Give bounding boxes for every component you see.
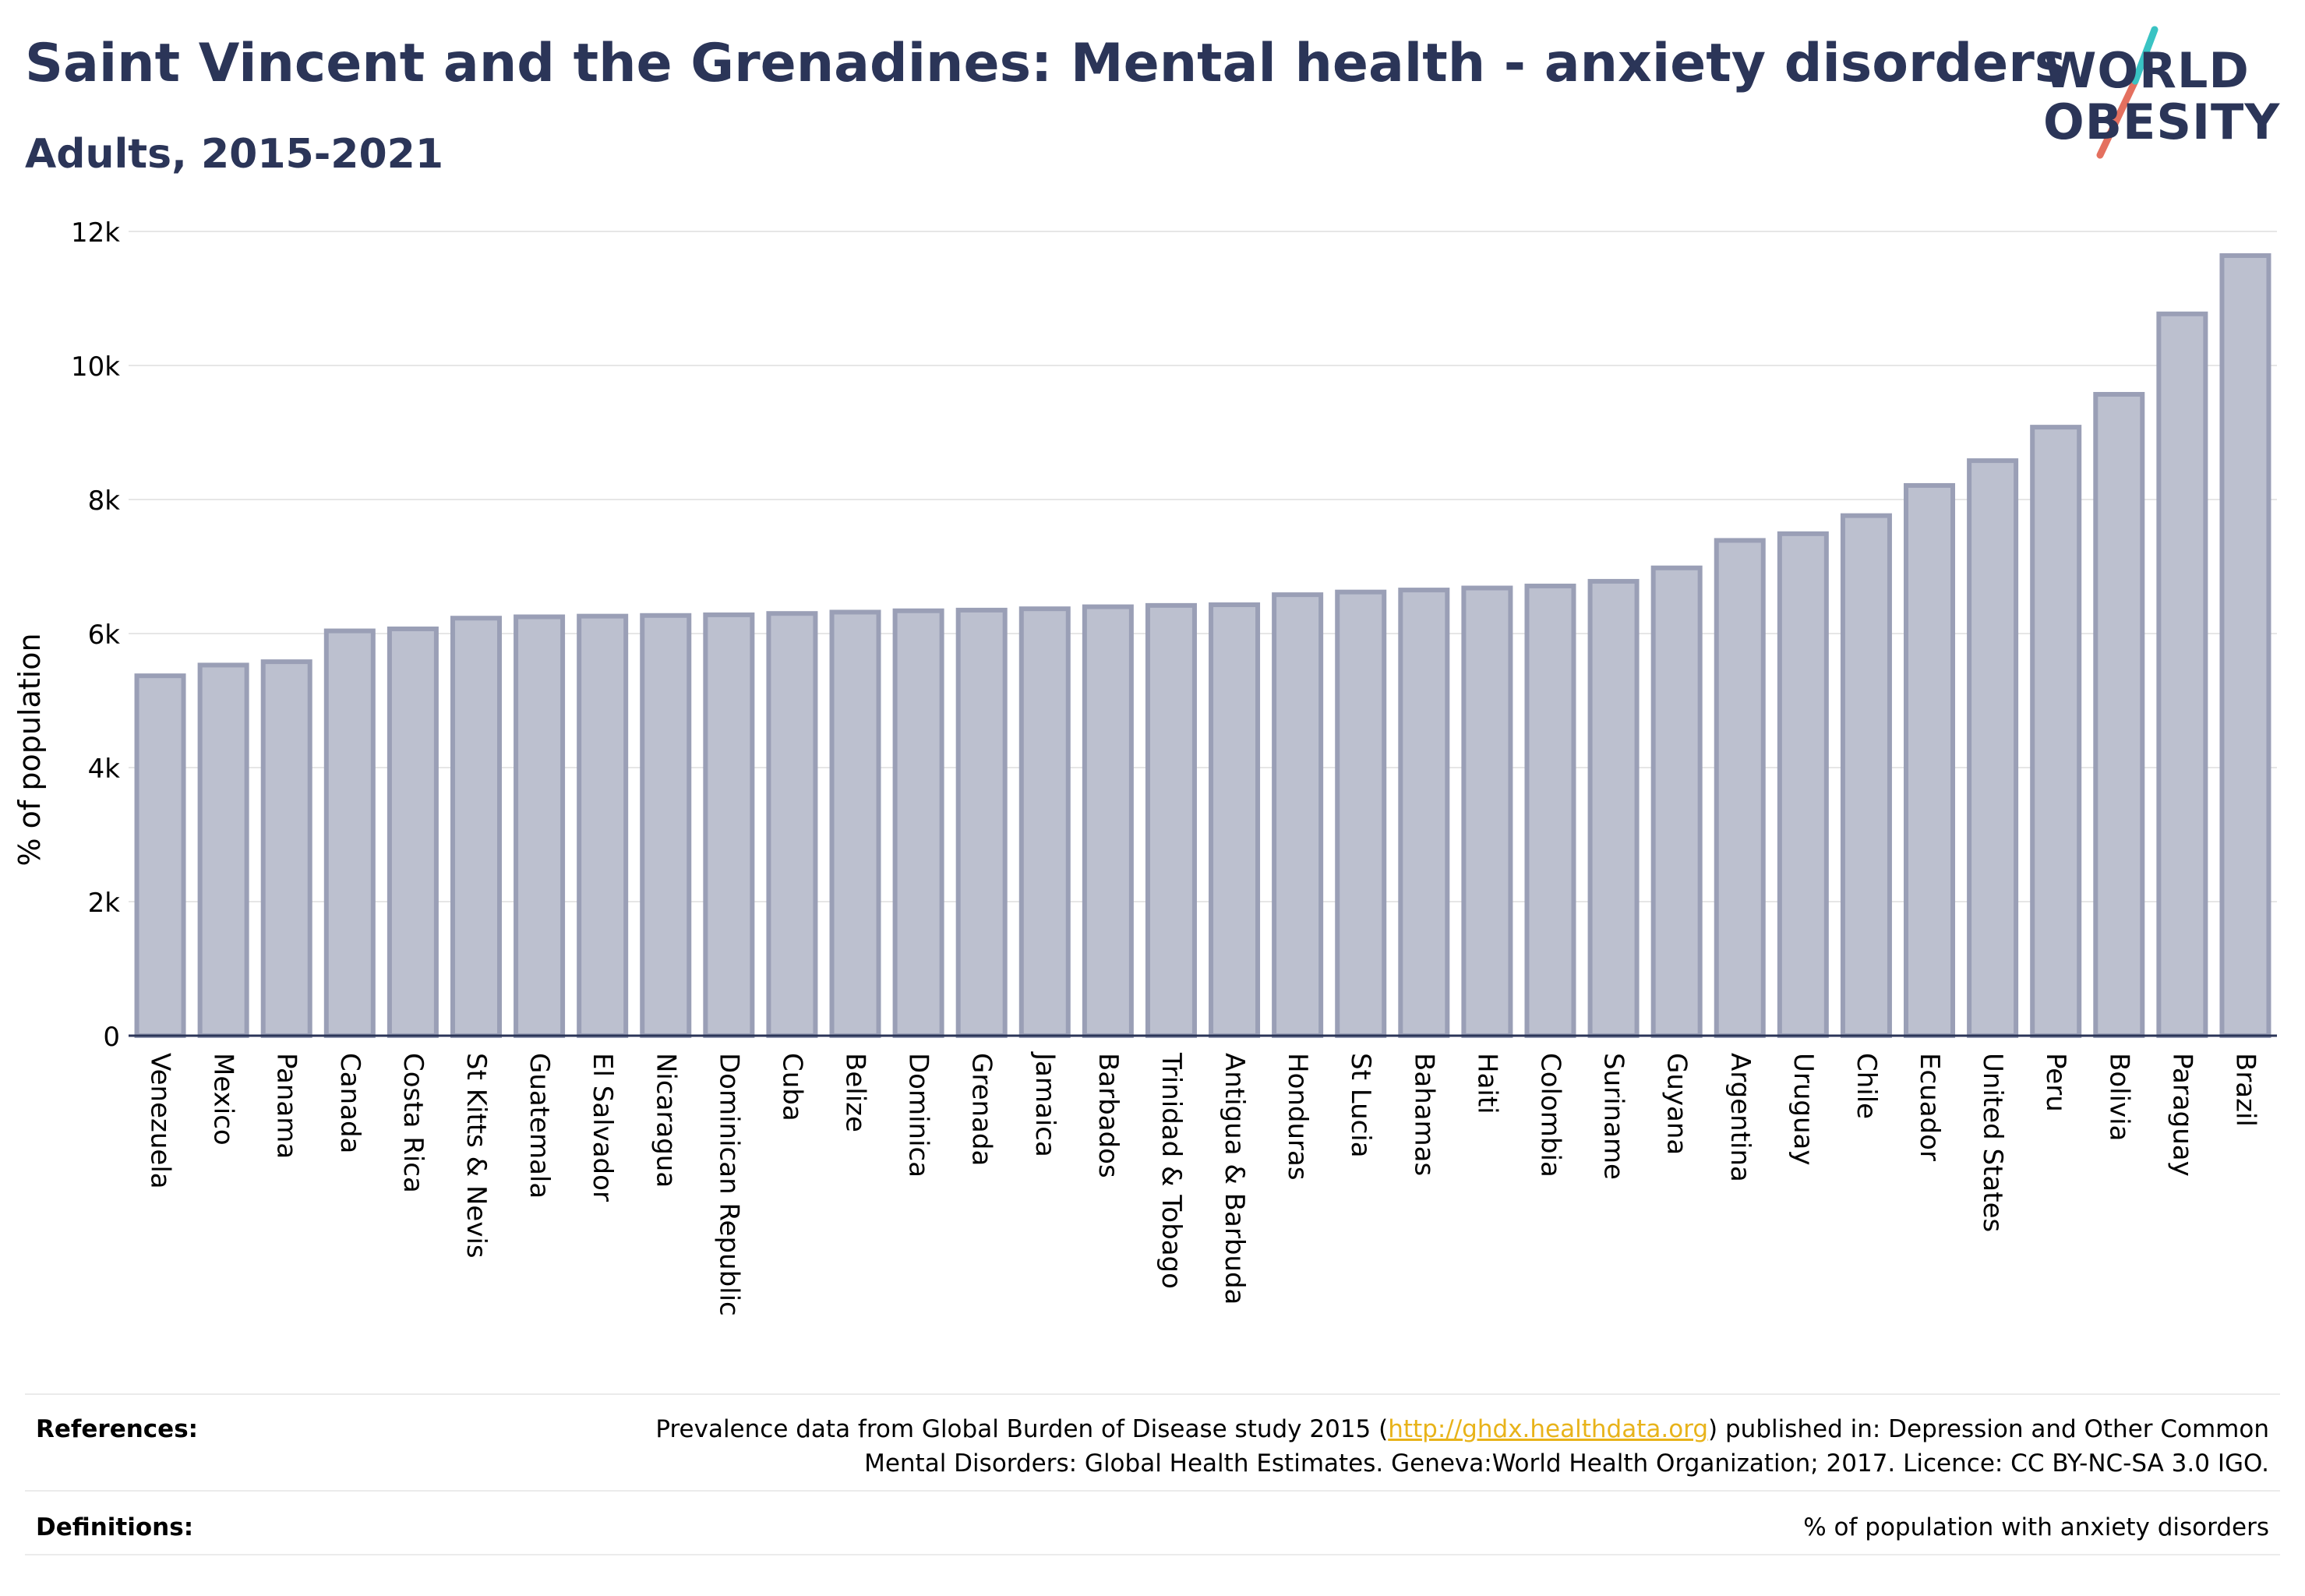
logo-line-world: WORLD [2043, 42, 2250, 99]
bar[interactable] [1714, 538, 1766, 1038]
bar[interactable] [514, 614, 566, 1038]
bar[interactable] [1777, 531, 1829, 1038]
bars [134, 252, 2271, 1039]
bar[interactable] [1840, 513, 1892, 1038]
y-tick-label: 6k [88, 620, 121, 651]
bar[interactable] [2093, 391, 2145, 1039]
x-tick-label: Uruguay [1788, 1053, 1819, 1166]
x-tick-label: St Lucia [1345, 1053, 1376, 1158]
references-label: References: [36, 1415, 199, 1443]
x-tick-label: Panama [271, 1053, 302, 1159]
y-tick-label: 8k [88, 486, 121, 517]
y-tick-label: 10k [71, 351, 120, 383]
bar[interactable] [134, 673, 186, 1038]
x-tick-label: Ecuador [1914, 1053, 1945, 1161]
chart-title: Saint Vincent and the Grenadines: Mental… [25, 33, 2067, 94]
x-tick-label: Chile [1851, 1053, 1882, 1119]
x-tick-label: St Kitts & Nevis [461, 1053, 492, 1259]
world-obesity-logo: WORLD OBESITY [2026, 19, 2291, 167]
x-tick-label: Peru [2040, 1053, 2071, 1112]
bar[interactable] [2030, 425, 2082, 1038]
bar[interactable] [450, 616, 502, 1038]
bar[interactable] [577, 613, 629, 1038]
bar[interactable] [260, 659, 312, 1038]
x-tick-label: Paraguay [2166, 1053, 2197, 1177]
references-text-part-1: Prevalence data from Global Burden of Di… [655, 1415, 1389, 1443]
bar[interactable] [1967, 458, 2019, 1038]
bar[interactable] [1461, 585, 1513, 1038]
bar[interactable] [2219, 252, 2271, 1038]
x-tick-label: Costa Rica [397, 1053, 429, 1193]
x-tick-label: Bolivia [2103, 1053, 2134, 1141]
y-tick-label: 4k [88, 754, 121, 785]
x-tick-label: Guyana [1661, 1053, 1693, 1155]
x-tick-label: Antigua & Barbuda [1219, 1053, 1250, 1305]
bar[interactable] [829, 609, 881, 1038]
x-tick-label: Dominican Republic [713, 1053, 744, 1316]
y-tick-label: 0 [103, 1022, 120, 1053]
references-text-part-2: ) published in: Depression and Other Com… [1708, 1415, 2269, 1443]
y-tick-label: 12k [71, 217, 120, 249]
references-line-2: Mental Disorders: Global Health Estimate… [864, 1449, 2269, 1478]
bar[interactable] [766, 611, 818, 1038]
definitions-text: % of population with anxiety disorders [1803, 1513, 2269, 1541]
x-tick-label: Mexico [208, 1053, 239, 1146]
tick-labels: 0 2k 4k 6k 8k 10k 12k Venezuela Mexico Panama Cana… [71, 217, 2261, 1316]
bar[interactable] [1650, 565, 1703, 1038]
footer-divider-bottom [25, 1554, 2280, 1555]
x-tick-label: Canada [334, 1053, 365, 1153]
bar[interactable] [387, 626, 439, 1038]
x-tick-label: Guatemala [524, 1053, 555, 1199]
chart-subtitle: Adults, 2015-2021 [25, 131, 444, 178]
bar[interactable] [640, 613, 692, 1038]
bar[interactable] [1398, 588, 1450, 1038]
x-tick-label: Nicaragua [650, 1053, 681, 1188]
footer-divider-middle [25, 1490, 2280, 1492]
x-tick-label: Brazil [2229, 1053, 2261, 1127]
bar[interactable] [1587, 578, 1640, 1038]
definitions-label: Definitions: [36, 1513, 194, 1541]
x-tick-label: Grenada [966, 1053, 997, 1166]
x-tick-label: Bahamas [1408, 1053, 1439, 1176]
x-tick-label: Dominica [903, 1053, 934, 1178]
y-axis-title: % of population [12, 633, 47, 867]
x-tick-label: Jamaica [1029, 1051, 1061, 1157]
logo-line-obesity: OBESITY [2043, 94, 2281, 150]
x-tick-label: Haiti [1471, 1053, 1502, 1114]
references-text: Prevalence data from Global Burden of Di… [655, 1412, 2269, 1481]
x-tick-label: United States [1977, 1053, 2008, 1232]
bar[interactable] [892, 608, 944, 1038]
x-tick-label: Trinidad & Tobago [1156, 1052, 1187, 1289]
references-line-1: Prevalence data from Global Burden of Di… [655, 1412, 2269, 1446]
bar[interactable] [1335, 589, 1387, 1038]
logo-slash-icon [2096, 26, 2159, 159]
x-tick-label: Barbados [1092, 1053, 1124, 1178]
bar[interactable] [2156, 311, 2208, 1038]
x-tick-label: Belize [840, 1053, 871, 1132]
x-tick-label: Suriname [1598, 1053, 1629, 1180]
bar-chart: 0 2k 4k 6k 8k 10k 12k Venezuela Mexico Panama Cana… [71, 217, 2277, 1316]
references-link[interactable]: http://ghdx.healthdata.org [1388, 1415, 1709, 1443]
bar[interactable] [323, 628, 376, 1038]
bar[interactable] [1145, 602, 1197, 1038]
bar[interactable] [955, 607, 1008, 1038]
y-tick-label: 2k [88, 888, 121, 919]
footer-divider-top [25, 1393, 2280, 1395]
bar[interactable] [1524, 583, 1576, 1038]
bar[interactable] [197, 662, 249, 1038]
x-tick-label: Colombia [1534, 1053, 1565, 1178]
x-tick-label: Argentina [1724, 1053, 1756, 1182]
bar[interactable] [1209, 602, 1261, 1038]
x-tick-label: Honduras [1282, 1053, 1313, 1181]
bar[interactable] [1904, 482, 1956, 1038]
bar[interactable] [1082, 604, 1134, 1038]
x-tick-label: El Salvador [587, 1053, 618, 1202]
x-tick-label: Cuba [776, 1053, 807, 1121]
bar[interactable] [703, 612, 755, 1038]
bar[interactable] [1018, 606, 1071, 1038]
x-tick-label: Venezuela [145, 1053, 176, 1189]
bar[interactable] [1272, 592, 1324, 1038]
